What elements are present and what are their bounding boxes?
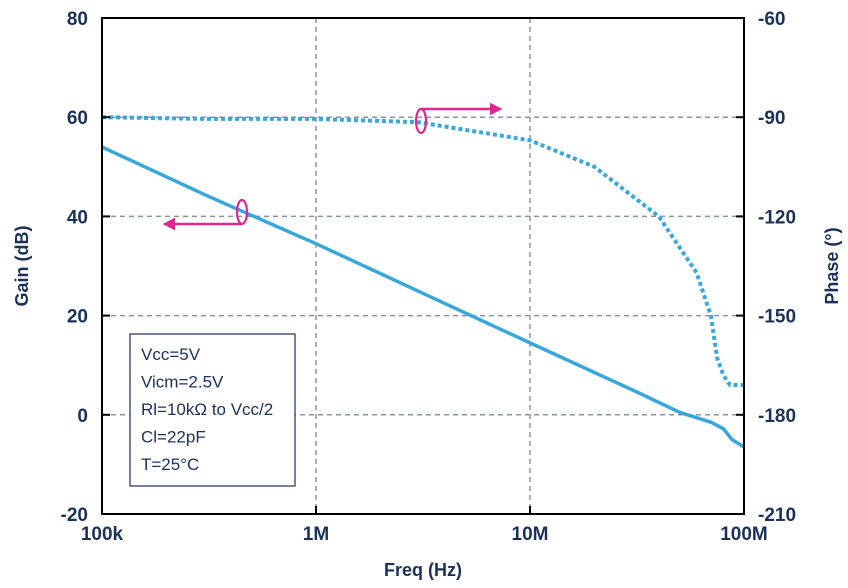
tick-group: -20 0 20 40 60 80 -210 -180 -150 -120 -90 -60 100k 1M… (61, 9, 797, 545)
y2-tick-label-4: -90 (758, 108, 785, 129)
x-tick-label-2: 10M (512, 524, 549, 545)
plot-frame (101, 17, 745, 515)
y-tick-label-0: -20 (61, 505, 88, 526)
y-tick-label-2: 20 (67, 307, 88, 328)
legend-frame (129, 333, 296, 487)
y2-axis-title: Phase (°) (822, 227, 842, 304)
series-group (101, 115, 745, 449)
y2-tick-label-0: -210 (758, 505, 796, 526)
x-tick-label-3: 100M (720, 524, 768, 545)
y-tick-label-1: 0 (77, 406, 88, 427)
y-tick-label-4: 60 (67, 108, 88, 129)
legend-line-vcc: Vcc=5V (141, 345, 201, 364)
y-tick-label-5: 80 (67, 9, 88, 30)
annotation-group (162, 102, 503, 231)
grid (102, 18, 744, 514)
y2-tick-label-2: -150 (758, 307, 796, 328)
y-axis-title: Gain (dB) (12, 226, 32, 307)
x-tick-label-1: 1M (303, 524, 329, 545)
legend-line-t: T=25°C (141, 455, 199, 474)
legend-line-vicm: Vicm=2.5V (141, 373, 224, 392)
y2-tick-label-1: -180 (758, 406, 796, 427)
y2-tick-label-3: -120 (758, 207, 796, 228)
legend-line-cl: Cl=22pF (141, 428, 206, 447)
x-axis-title: Freq (Hz) (384, 560, 462, 580)
gain-curve (101, 145, 745, 449)
y-tick-label-3: 40 (67, 207, 88, 228)
y2-tick-label-5: -60 (758, 9, 785, 30)
legend-box: Vcc=5V Vicm=2.5V Rl=10kΩ to Vcc/2 Cl=22p… (129, 333, 296, 487)
legend-line-rl: Rl=10kΩ to Vcc/2 (141, 400, 273, 419)
x-tick-label-0: 100k (81, 524, 124, 545)
